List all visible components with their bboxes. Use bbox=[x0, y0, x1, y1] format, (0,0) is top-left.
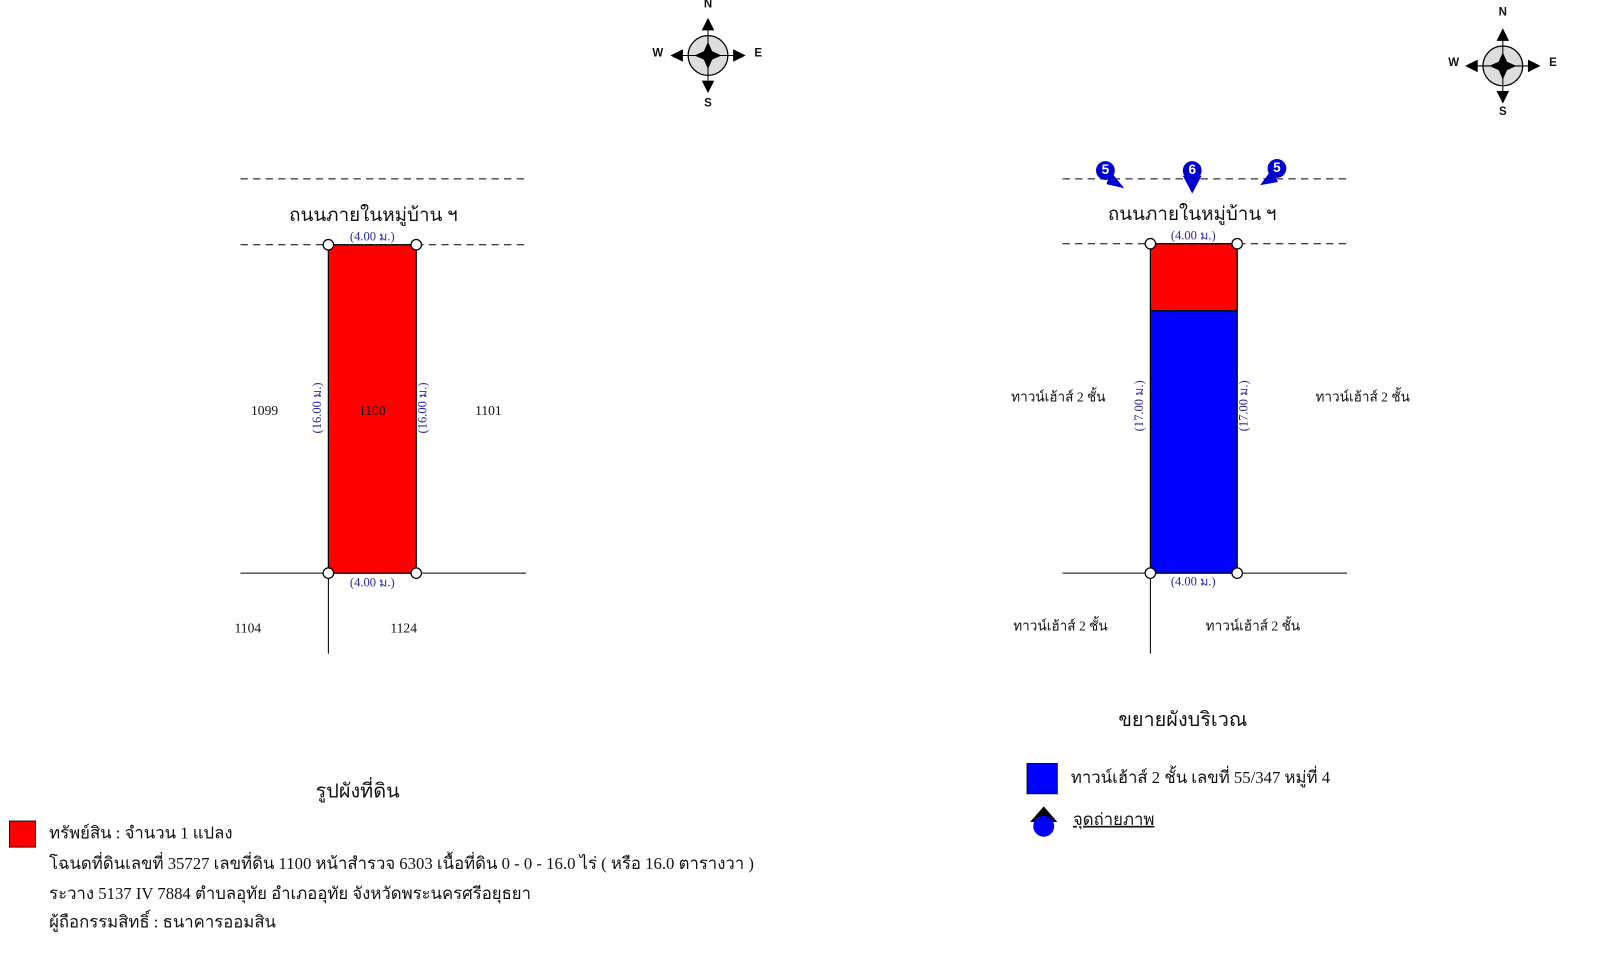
photo-marker bbox=[1267, 159, 1287, 178]
legend-swatch bbox=[1026, 763, 1058, 795]
compass-e: E bbox=[1549, 57, 1557, 69]
legend-text: โฉนดที่ดินเลขที่ 35727 เลขที่ดิน 1100 หน… bbox=[49, 851, 754, 873]
photo-number: 5 bbox=[1102, 162, 1110, 177]
photo-marker bbox=[1182, 161, 1202, 180]
legend-left: ทรัพย์สิน : จำนวน 1 แปลง โฉนดที่ดินเลขที… bbox=[8, 820, 754, 932]
plot-front bbox=[1149, 243, 1238, 312]
photo-number: 5 bbox=[1273, 160, 1281, 175]
compass-n: N bbox=[1499, 7, 1507, 19]
parcel-number: 1124 bbox=[390, 621, 417, 636]
legend-text: ทาวน์เฮ้าส์ 2 ชั้น เลขที่ 55/347 หมู่ที่… bbox=[1071, 765, 1331, 788]
photo-icon bbox=[1033, 815, 1055, 837]
compass-s: S bbox=[1499, 106, 1507, 118]
dimension: (16.00 ม.) bbox=[415, 382, 429, 433]
map-title: รูปผังที่ดิน bbox=[316, 776, 401, 803]
dimension: (4.00 ม.) bbox=[350, 575, 395, 589]
left-map: ถนนภายในหมู่บ้าน ฯ (4.00 ม.) (4.00 ม.) (… bbox=[235, 178, 527, 803]
corner-pin bbox=[1144, 567, 1157, 580]
legend-text: จุดถ่ายภาพ bbox=[1073, 810, 1154, 830]
photo-icon bbox=[1030, 806, 1058, 823]
neighbor-label: ทาวน์เฮ้าส์ 2 ชั้น bbox=[1011, 387, 1105, 405]
photo-marker bbox=[1096, 161, 1115, 180]
corner-pin bbox=[322, 567, 335, 580]
road-label: ถนนภายในหมู่บ้าน ฯ bbox=[1108, 203, 1277, 225]
compass-e: E bbox=[754, 47, 762, 59]
parcel-number: 1100 bbox=[359, 403, 386, 418]
building bbox=[1149, 310, 1238, 574]
corner-pin bbox=[410, 238, 423, 251]
compass-s: S bbox=[704, 98, 712, 110]
dimension: (16.00 ม.) bbox=[310, 382, 324, 433]
photo-arrow bbox=[1182, 175, 1202, 194]
right-map: 5 6 5 ถนนภายในหมู่บ้าน ฯ (4.00 ม.) (4.00… bbox=[1011, 159, 1410, 731]
dimension: (17.00 ม.) bbox=[1132, 380, 1146, 431]
dimension: (4.00 ม.) bbox=[350, 229, 395, 243]
compass-w: W bbox=[652, 47, 663, 59]
legend-swatch bbox=[8, 820, 36, 848]
compass bbox=[669, 17, 747, 94]
parcel-number: 1101 bbox=[475, 403, 502, 418]
corner-pin bbox=[1144, 237, 1157, 250]
dimension: (4.00 ม.) bbox=[1171, 228, 1216, 242]
parcel-number: 1099 bbox=[251, 403, 278, 418]
photo-number: 6 bbox=[1188, 162, 1196, 177]
compass-w: W bbox=[1448, 57, 1459, 69]
legend-text: ทรัพย์สิน : จำนวน 1 แปลง bbox=[49, 823, 232, 842]
legend-right: ทาวน์เฮ้าส์ 2 ชั้น เลขที่ 55/347 หมู่ที่… bbox=[1026, 763, 1331, 837]
compass-n: N bbox=[704, 0, 712, 10]
neighbor-label: ทาวน์เฮ้าส์ 2 ชั้น bbox=[1013, 616, 1107, 634]
corner-pin bbox=[410, 567, 423, 580]
legend-text: ผู้ถือกรรมสิทธิ์ : ธนาคารออมสิน bbox=[49, 909, 276, 932]
parcel-number: 1104 bbox=[235, 621, 262, 636]
road-label: ถนนภายในหมู่บ้าน ฯ bbox=[289, 204, 458, 226]
corner-pin bbox=[1231, 237, 1244, 250]
compass bbox=[1464, 27, 1542, 105]
dimension: (17.00 ม.) bbox=[1236, 380, 1250, 431]
corner-pin bbox=[322, 238, 335, 251]
map-title: ขยายผังบริเวณ bbox=[1118, 709, 1247, 731]
dimension: (4.00 ม.) bbox=[1171, 574, 1216, 588]
neighbor-label: ทาวน์เฮ้าส์ 2 ชั้น bbox=[1206, 616, 1300, 634]
neighbor-label: ทาวน์เฮ้าส์ 2 ชั้น bbox=[1315, 387, 1409, 405]
corner-pin bbox=[1231, 567, 1244, 580]
legend-text: ระวาง 5137 IV 7884 ตำบลอุทัย อำเภออุทัย … bbox=[49, 884, 531, 904]
subject-plot bbox=[327, 244, 417, 574]
